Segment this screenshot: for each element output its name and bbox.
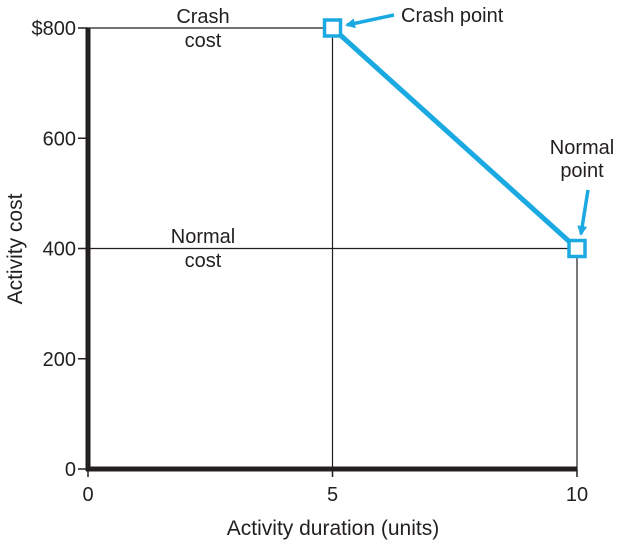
crash-cost-label-line-1: Crash	[176, 6, 229, 28]
normal-point-arrow	[577, 189, 590, 236]
normal-cost-label-line-1: Normal	[171, 226, 235, 248]
normal-point-label-line-1: Normal	[550, 137, 614, 159]
crash-point-arrow	[345, 13, 395, 29]
crash-point-label: Crash point	[401, 5, 504, 27]
y-tick-labels: 0 200 400 600 $800	[32, 18, 77, 481]
y-tick-label: 0	[65, 459, 76, 481]
x-axis-title: Activity duration (units)	[227, 517, 439, 540]
normal-point-label-line-2: point	[560, 160, 604, 182]
y-tick-label: 200	[43, 349, 76, 371]
x-tick-label: 5	[327, 484, 338, 506]
y-tick-marks	[78, 27, 88, 470]
crash-point-marker	[322, 18, 343, 38]
x-tick-label: 0	[82, 484, 93, 506]
x-tick-label: 10	[566, 484, 588, 506]
cost-slope-line	[330, 25, 580, 251]
normal-cost-label-line-2: cost	[185, 250, 222, 272]
y-tick-label: $800	[32, 18, 77, 40]
normal-point-marker	[567, 238, 587, 259]
y-tick-label: 600	[43, 128, 76, 150]
x-tick-labels: 0 5 10	[82, 484, 588, 506]
y-tick-label: 400	[43, 239, 76, 261]
y-axis-title: Activity cost	[4, 193, 27, 304]
crash-cost-label-line-2: cost	[185, 30, 222, 52]
x-tick-marks	[87, 469, 578, 477]
